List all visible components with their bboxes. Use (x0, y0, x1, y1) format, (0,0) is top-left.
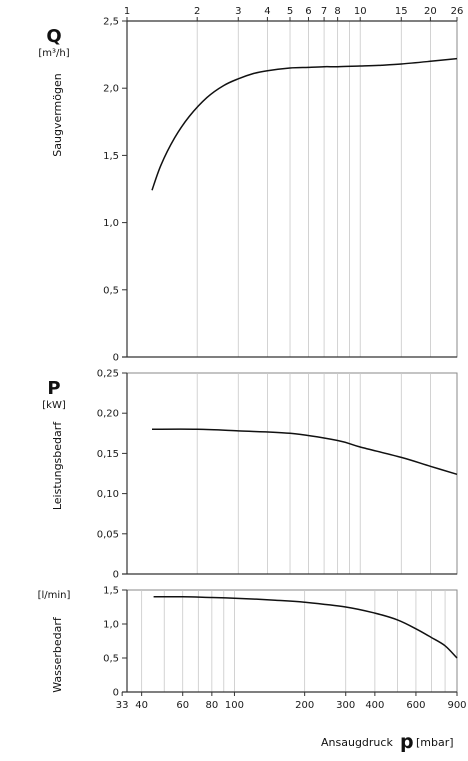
y-tick-label: 0,15 (97, 449, 119, 460)
x-top-tick-label: 4 (264, 6, 270, 17)
series-line-wasserbedarf (153, 596, 458, 659)
x-top-tick-label: 6 (305, 6, 311, 17)
x-bottom-tick-label: 300 (336, 700, 355, 711)
y-tick-label: 2,0 (103, 84, 119, 95)
x-label-unit: [mbar] (416, 736, 454, 749)
x-bottom-tick-label: 200 (295, 700, 314, 711)
y-label-leistungsbedarf: Leistungsbedarf (51, 421, 64, 510)
y-unit-saugvermoegen: [m³/h] (38, 48, 69, 59)
x-top-tick-label: 8 (334, 6, 340, 17)
y-tick-label: 2,5 (103, 17, 119, 28)
y-symbol-leistungsbedarf: P (47, 378, 60, 399)
x-bottom-tick-label: 80 (205, 700, 218, 711)
plot-frame-wasserbedarf (126, 589, 458, 693)
y-label-saugvermoegen: Saugvermögen (51, 73, 64, 156)
x-bottom-tick-label: 60 (176, 700, 189, 711)
y-tick-label: 0,5 (103, 654, 119, 665)
x-bottom-tick-label: 100 (225, 700, 244, 711)
x-top-tick-label: 5 (287, 6, 293, 17)
x-label: Ansaugdruck (321, 736, 393, 749)
series-line-saugvermoegen (151, 57, 458, 191)
series-line-leistungsbedarf (151, 428, 458, 476)
y-tick-label: 0,10 (97, 489, 119, 500)
plot-frame-saugvermoegen (126, 20, 458, 358)
y-tick-label: 1,5 (103, 586, 119, 597)
y-tick-label: 0,20 (97, 409, 119, 420)
y-unit-wasserbedarf: [l/min] (38, 590, 71, 601)
x-top-tick-label: 15 (395, 6, 408, 17)
x-bottom-tick-label: 40 (135, 700, 148, 711)
y-tick-label: 0,5 (103, 285, 119, 296)
y-tick-label: 0 (113, 570, 119, 581)
x-bottom-tick-label: 33 (116, 700, 129, 711)
x-top-tick-label: 3 (235, 6, 241, 17)
y-tick-label: 0 (113, 353, 119, 364)
y-tick-label: 0,05 (97, 529, 119, 540)
x-bottom-tick-label: 400 (365, 700, 384, 711)
y-symbol-saugvermoegen: Q (46, 26, 61, 47)
plot-frame-leistungsbedarf (126, 372, 458, 575)
x-top-tick-label: 20 (424, 6, 437, 17)
x-bottom-tick-label: 600 (406, 700, 425, 711)
x-bottom-tick-label: 900 (447, 700, 466, 711)
y-tick-label: 0,25 (97, 369, 119, 380)
x-top-tick-label: 2 (194, 6, 200, 17)
x-top-tick-label: 1 (124, 6, 130, 17)
y-tick-label: 1,5 (103, 151, 119, 162)
x-top-tick-label: 26 (451, 6, 464, 17)
y-tick-label: 1,0 (103, 620, 119, 631)
y-label-wasserbedarf: Wasserbedarf (51, 616, 64, 693)
x-top-tick-label: 10 (354, 6, 367, 17)
x-top-tick-label: 7 (321, 6, 327, 17)
y-unit-leistungsbedarf: [kW] (42, 400, 66, 411)
y-tick-label: 1,0 (103, 218, 119, 229)
y-tick-label: 0 (113, 688, 119, 699)
x-label-symbol: p (400, 731, 414, 753)
